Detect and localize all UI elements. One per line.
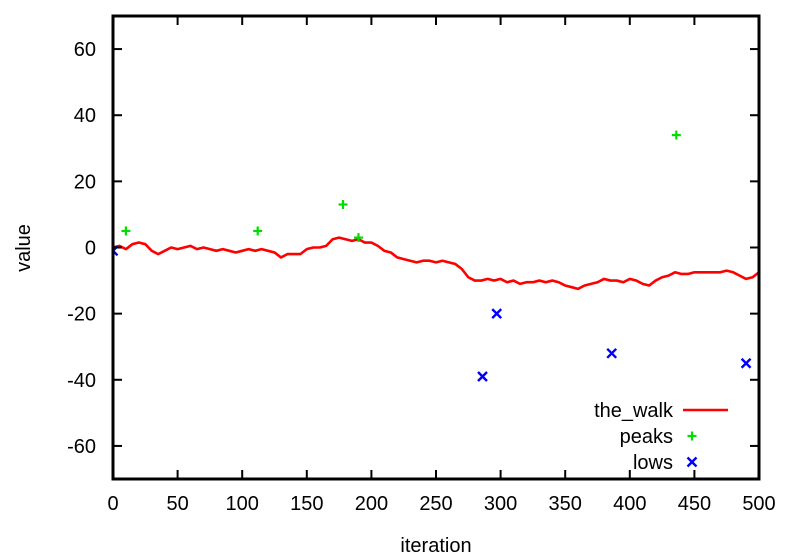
legend-swatch-lows-d2 bbox=[686, 456, 698, 468]
point-lows-4-d2 bbox=[740, 357, 752, 369]
point-lows-3-d2 bbox=[606, 347, 618, 359]
y-axis-title: value bbox=[13, 224, 35, 272]
series-layer bbox=[113, 130, 759, 382]
x-tick-label-0: 0 bbox=[107, 493, 118, 515]
x-tick-label-7: 350 bbox=[549, 493, 582, 515]
point-peaks-3 bbox=[353, 233, 363, 243]
point-lows-3 bbox=[606, 347, 618, 359]
y-tick-label-4: 20 bbox=[74, 171, 96, 193]
point-lows-1-d2 bbox=[477, 371, 488, 382]
y-tick-label-6: 60 bbox=[74, 39, 96, 61]
point-lows-1 bbox=[477, 371, 488, 382]
x-axis-title: iteration bbox=[400, 535, 471, 557]
legend-label-the_walk: the_walk bbox=[594, 400, 674, 422]
point-peaks-2 bbox=[338, 200, 348, 210]
ticks-layer: 0 50 100 150 200 250 300 350 400 450 500 -60 -40 -20 0… bbox=[67, 16, 776, 515]
legend-swatch-peaks bbox=[687, 431, 697, 441]
point-peaks-0 bbox=[121, 226, 131, 236]
series-line-the_walk bbox=[113, 236, 759, 291]
x-tick-label-1: 50 bbox=[166, 493, 188, 515]
x-tick-label-8: 400 bbox=[613, 493, 646, 515]
x-tick-label-3: 150 bbox=[290, 493, 323, 515]
point-lows-2-d2 bbox=[491, 308, 503, 319]
x-tick-label-10: 500 bbox=[742, 493, 775, 515]
y-tick-label-1: -40 bbox=[67, 370, 96, 392]
x-tick-label-5: 250 bbox=[419, 493, 452, 515]
point-peaks-1 bbox=[253, 226, 263, 236]
y-tick-label-2: -20 bbox=[67, 304, 96, 326]
x-tick-label-6: 300 bbox=[484, 493, 517, 515]
point-lows-0-d1 bbox=[113, 249, 119, 257]
y-tick-label-3: 0 bbox=[85, 238, 96, 260]
y-tick-label-0: -60 bbox=[67, 436, 96, 458]
point-lows-2 bbox=[491, 308, 503, 319]
x-tick-label-9: 450 bbox=[678, 493, 711, 515]
y-tick-label-5: 40 bbox=[74, 105, 96, 127]
point-lows-4 bbox=[740, 357, 752, 369]
legend-swatch-lows bbox=[686, 456, 698, 468]
legend-label-peaks: peaks bbox=[620, 426, 673, 448]
legend-label-lows: lows bbox=[633, 452, 673, 474]
x-tick-label-2: 100 bbox=[226, 493, 259, 515]
point-peaks-4 bbox=[671, 130, 681, 140]
x-tick-label-4: 200 bbox=[355, 493, 388, 515]
